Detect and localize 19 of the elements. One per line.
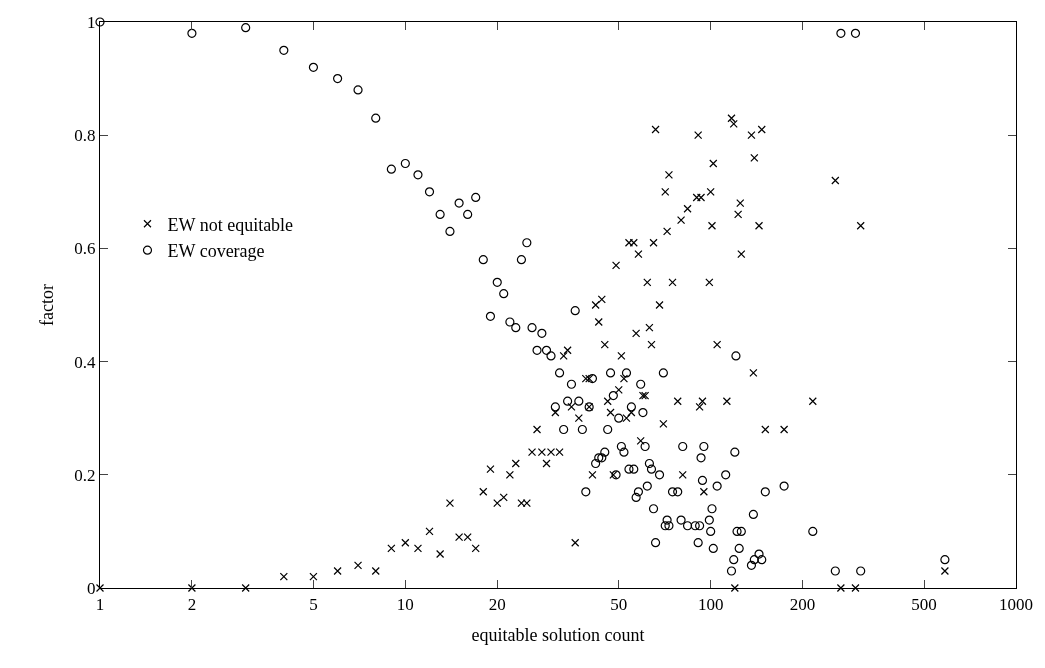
y-tick-label: 0.8 [74,126,96,146]
x-tick-label: 100 [697,594,724,614]
x-tick-label: 5 [309,594,318,614]
x-tick-label: 10 [396,594,414,614]
x-axis-title: equitable solution count [471,624,645,645]
x-tick-label: 1000 [999,594,1033,614]
legend-label: EW coverage [167,241,265,262]
x-tick-label: 500 [911,594,937,614]
y-tick-label: 0 [87,578,96,598]
x-tick-label: 20 [488,594,506,614]
y-tick-label: 0.2 [74,465,96,485]
y-axis-title: factor [37,284,58,326]
y-tick-label: 0.4 [74,352,96,372]
y-tick-label: 1 [87,12,96,32]
x-tick-label: 200 [789,594,816,614]
y-tick-label: 0.6 [74,239,96,259]
x-tick-label: 2 [187,594,197,614]
legend-label: EW not equitable [167,214,294,235]
x-tick-label: 50 [610,594,628,614]
